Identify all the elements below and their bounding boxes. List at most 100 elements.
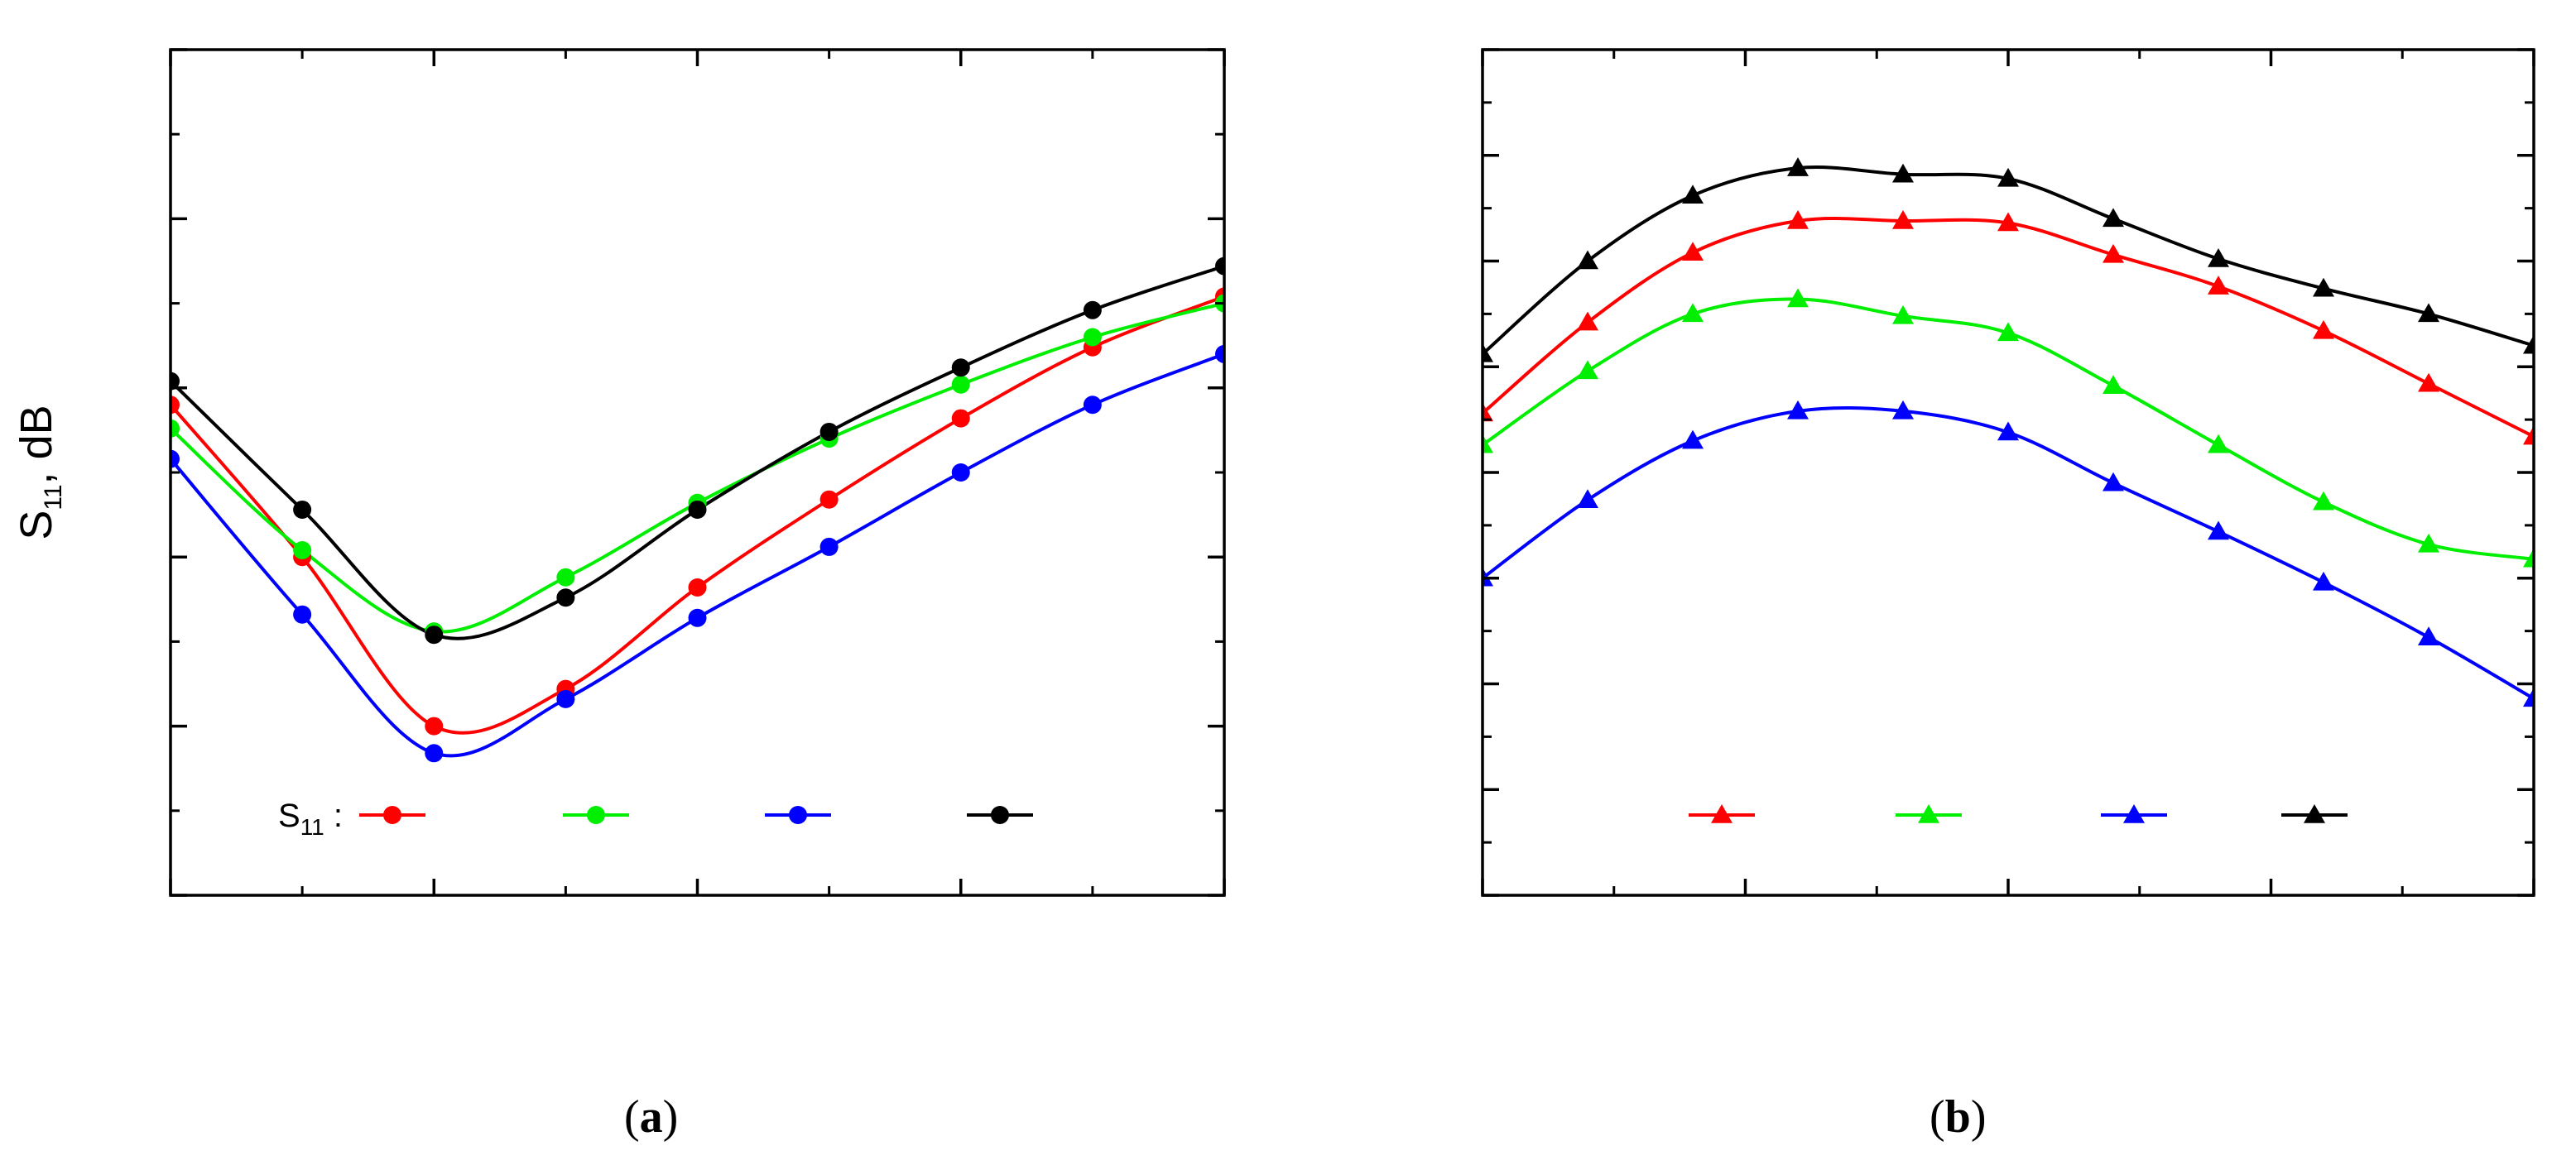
panel-caption-letter: a [640, 1091, 663, 1143]
legend-swatch-marker [383, 806, 401, 824]
y-axis-title: S11, dB [12, 405, 67, 539]
data-point [2418, 533, 2439, 553]
data-point [2418, 372, 2439, 392]
data-point [2313, 491, 2334, 511]
data-point [1083, 328, 1102, 347]
data-point [819, 490, 839, 509]
legend-swatch-marker [2123, 804, 2145, 823]
data-point [951, 409, 970, 428]
data-point [1682, 303, 1704, 323]
data-point [556, 689, 575, 708]
data-point [1997, 167, 2019, 187]
data-point [293, 605, 312, 624]
panel-caption: (b) [1930, 1091, 1986, 1143]
data-point [1892, 304, 1914, 324]
data-point [171, 419, 180, 438]
data-point [1577, 489, 1598, 508]
data-point [1892, 400, 1914, 419]
series-line-4 [171, 264, 1224, 640]
data-point [1083, 396, 1102, 415]
data-point [2208, 520, 2229, 540]
data-point [688, 500, 707, 519]
data-point [951, 375, 970, 394]
data-point [171, 449, 180, 468]
data-point [1892, 163, 1914, 183]
data-point [688, 608, 707, 627]
series-line-3 [1483, 406, 2534, 701]
data-point [2103, 472, 2124, 491]
series-line-3 [171, 352, 1224, 758]
data-point [1787, 209, 1809, 229]
data-point [425, 744, 444, 763]
legend [1689, 804, 2348, 823]
data-point [2208, 247, 2229, 267]
legend-prefix-rest: : [324, 798, 343, 834]
data-point [2313, 571, 2334, 591]
data-point [1577, 360, 1598, 380]
panel-caption-letter: b [1945, 1091, 1971, 1143]
legend: S11 : [278, 798, 1033, 840]
y-axis-title-rest: , dB [12, 405, 61, 484]
data-point [171, 396, 180, 415]
data-point [425, 717, 444, 736]
data-point [1483, 343, 1493, 362]
legend-swatch-marker [991, 806, 1009, 824]
data-point [2313, 277, 2334, 297]
data-point [1997, 421, 2019, 441]
legend-swatch-marker [1711, 804, 1733, 823]
data-point [556, 568, 575, 587]
y-axis-title-sub: 11 [40, 484, 67, 510]
data-point [293, 500, 312, 519]
chart-panel-b: (b) [1481, 48, 2535, 1143]
legend-swatch-marker [1918, 804, 1939, 823]
data-point [1577, 311, 1598, 331]
data-point [1682, 242, 1704, 261]
data-point [1997, 322, 2019, 342]
legend-prefix-main: S [278, 798, 300, 834]
data-point [2313, 319, 2334, 339]
data-point [1997, 212, 2019, 232]
data-point [2208, 276, 2229, 295]
legend-prefix-sub: 11 [300, 814, 324, 840]
data-point [1682, 429, 1704, 449]
panel-caption: (a) [624, 1091, 678, 1143]
data-point [2208, 434, 2229, 453]
data-point [2103, 243, 2124, 263]
plot-frame [169, 48, 1226, 897]
legend-swatch-marker [587, 806, 605, 824]
data-point [1682, 185, 1704, 204]
data-point [1083, 300, 1102, 319]
data-point [1483, 434, 1493, 453]
legend-swatch-marker [2304, 804, 2325, 823]
data-point [2523, 425, 2534, 445]
data-point [1787, 288, 1809, 308]
data-point [819, 537, 839, 556]
data-point [1787, 157, 1809, 176]
data-point [2523, 548, 2534, 568]
data-point [688, 578, 707, 597]
legend-prefix: S11 : [278, 798, 343, 840]
data-point [2103, 208, 2124, 228]
data-point [2523, 334, 2534, 354]
plot-area [171, 256, 1224, 763]
data-point [951, 463, 970, 482]
legend-swatch-marker [789, 806, 807, 824]
data-point [1892, 209, 1914, 229]
data-point [171, 372, 180, 391]
data-point [1483, 402, 1493, 422]
y-axis-title-main: S [12, 511, 61, 540]
data-point [1215, 344, 1224, 363]
data-point [2103, 375, 2124, 394]
data-point [951, 358, 970, 377]
data-point [819, 422, 839, 441]
plot-area [1483, 157, 2534, 707]
data-point [293, 541, 312, 560]
data-point [1577, 250, 1598, 270]
data-point [1215, 256, 1224, 276]
data-point [2418, 626, 2439, 646]
data-point [556, 588, 575, 607]
data-point [425, 626, 444, 645]
data-point [1787, 400, 1809, 419]
series-line-1 [171, 295, 1224, 735]
